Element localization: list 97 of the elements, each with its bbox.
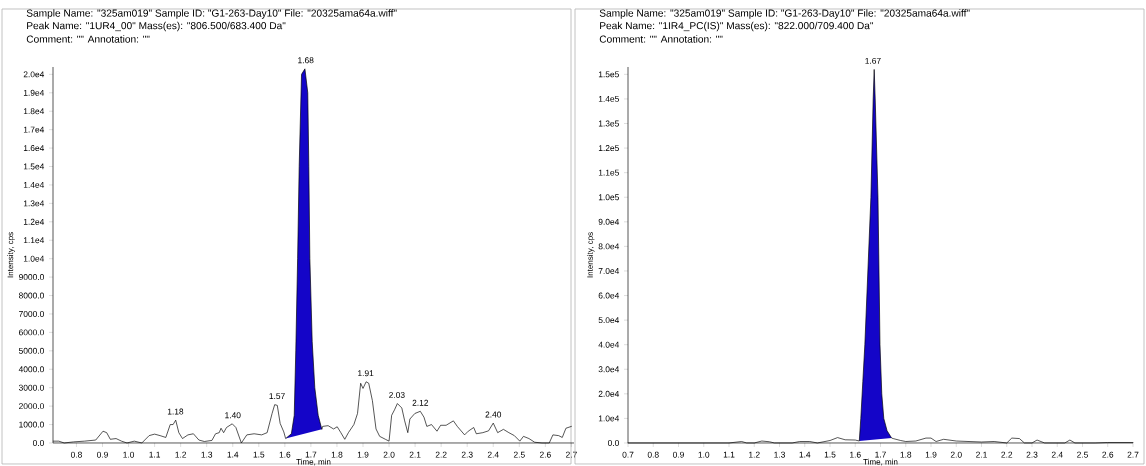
text: Comment: "" Annotation: "" bbox=[26, 35, 150, 43]
y-tick-label: 1.0e5 bbox=[598, 194, 619, 201]
x-tick-label: 1.3 bbox=[774, 451, 785, 458]
x-tick-label: 1.4 bbox=[799, 451, 811, 458]
y-tick-label: 1.0e4 bbox=[23, 255, 45, 262]
x-tick-label: 0.8 bbox=[70, 451, 82, 458]
annotation: 1.91 bbox=[358, 370, 374, 377]
y-tick-label: 6000.0 bbox=[19, 329, 44, 336]
x-tick-label: 1.5 bbox=[253, 451, 265, 458]
x-tick-label: 1.7 bbox=[305, 451, 317, 458]
y-tick-label: 1000.0 bbox=[19, 421, 44, 428]
y-tick-label: 1.1e5 bbox=[598, 169, 619, 176]
x-tick-label: 2.7 bbox=[1127, 451, 1139, 458]
x-tick-label: 2.1 bbox=[409, 451, 421, 458]
annotation: 1.67 bbox=[865, 57, 881, 64]
y-tick-label: 1.7e4 bbox=[23, 126, 45, 133]
y-tick-label: 1.3e4 bbox=[23, 200, 45, 207]
x-tick-label: 0.8 bbox=[647, 451, 659, 458]
y-tick-label: 2.0e4 bbox=[598, 390, 620, 397]
y-tick-label: 0.0 bbox=[32, 440, 44, 446]
x-tick-label: 0.9 bbox=[97, 451, 108, 458]
x-tick-label: 0.9 bbox=[673, 451, 684, 458]
x-tick-label: 2.4 bbox=[487, 451, 499, 458]
x-tick-label: 2.6 bbox=[539, 451, 551, 458]
y-tick-label: 3.0e4 bbox=[598, 366, 620, 373]
x-tick-label: 2.0 bbox=[383, 451, 395, 458]
y-axis-title: Intensity, cps bbox=[7, 232, 15, 278]
x-axis-title: Time, min bbox=[863, 458, 898, 466]
y-tick-label: 3000.0 bbox=[18, 384, 44, 391]
y-tick-label: 6.0e4 bbox=[598, 292, 620, 299]
y-tick-label: 4.0e4 bbox=[598, 341, 620, 348]
y-tick-label: 1.0e4 bbox=[598, 415, 620, 422]
y-tick-label: 1.5e4 bbox=[23, 163, 45, 170]
y-tick-label: 1.6e4 bbox=[23, 145, 45, 152]
x-axis-title: Time, min bbox=[296, 458, 331, 466]
x-tick-label: 2.2 bbox=[1001, 451, 1013, 458]
x-tick-label: 2.1 bbox=[976, 451, 987, 458]
y-tick-label: 1.4e5 bbox=[598, 96, 619, 102]
x-tick-label: 0.7 bbox=[622, 451, 634, 458]
x-tick-label: 2.5 bbox=[1077, 451, 1088, 458]
y-tick-label: 8000.0 bbox=[18, 292, 44, 299]
annotation: 2.40 bbox=[485, 411, 502, 418]
annotation: 2.03 bbox=[389, 391, 405, 398]
y-tick-label: 2000.0 bbox=[19, 403, 44, 410]
x-tick-label: 1.3 bbox=[201, 451, 213, 458]
annotation: 1.18 bbox=[167, 408, 184, 415]
x-tick-label: 1.0 bbox=[698, 451, 710, 458]
y-tick-label: 1.8e4 bbox=[23, 108, 45, 115]
chart-title: Sample Name: "325am019" Sample ID: "G1-263-Day10" File: "20325ama64a.wiff" bbox=[599, 9, 970, 19]
y-tick-label: 1.3e5 bbox=[598, 120, 619, 127]
x-tick-label: 1.7 bbox=[875, 451, 886, 458]
x-tick-label: 1.6 bbox=[279, 451, 291, 458]
y-tick-label: 5.0e4 bbox=[598, 317, 620, 324]
x-tick-label: 1.2 bbox=[175, 451, 187, 458]
x-tick-label: 1.9 bbox=[925, 451, 937, 458]
annotation: 2.12 bbox=[412, 399, 429, 406]
y-tick-label: 5000.0 bbox=[18, 347, 44, 354]
x-tick-label: 1.8 bbox=[331, 451, 343, 458]
x-tick-label: 1.9 bbox=[357, 451, 369, 458]
y-tick-label: 7000.0 bbox=[19, 310, 44, 317]
x-tick-label: 2.4 bbox=[1051, 451, 1063, 458]
x-tick-label: 1.8 bbox=[900, 451, 912, 458]
y-tick-label: 7.0e4 bbox=[598, 267, 620, 274]
x-tick-label: 2.2 bbox=[435, 451, 447, 458]
y-tick-label: 1.4e4 bbox=[23, 182, 45, 188]
chart-subtitle: Peak Name: "1UR4_00" Mass(es): "806.500/683.400 Da" bbox=[27, 21, 286, 32]
y-tick-label: 0.0 bbox=[607, 440, 619, 446]
annotation: 1.57 bbox=[269, 393, 285, 400]
chart-subtitle: Peak Name: "1IR4_PC(IS)" Mass(es): "822.000/709.400 Da" bbox=[600, 21, 874, 32]
x-tick-label: 1.1 bbox=[149, 451, 161, 458]
x-tick-label: 2.6 bbox=[1102, 451, 1114, 458]
y-tick-label: 1.9e4 bbox=[23, 89, 45, 96]
x-tick-label: 2.7 bbox=[565, 451, 577, 458]
x-tick-label: 2.3 bbox=[1026, 451, 1038, 458]
chart-title: Sample Name: "325am019" Sample ID: "G1-263-Day10" File: "20325ama64a.wiff" bbox=[26, 9, 397, 19]
y-tick-label: 8.0e4 bbox=[598, 243, 620, 250]
y-tick-label: 1.2e5 bbox=[598, 145, 619, 152]
annotation: 1.68 bbox=[298, 57, 314, 64]
y-tick-label: 9.0e4 bbox=[598, 218, 620, 225]
x-tick-label: 1.0 bbox=[123, 451, 135, 458]
x-tick-label: 1.2 bbox=[749, 451, 760, 458]
text: Comment: "" Annotation: "" bbox=[599, 35, 723, 43]
x-tick-label: 2.5 bbox=[513, 451, 525, 458]
x-tick-label: 1.1 bbox=[723, 451, 735, 458]
x-tick-label: 1.6 bbox=[850, 451, 861, 458]
y-axis-title: Intensity, cps bbox=[586, 232, 595, 278]
y-tick-label: 9000.0 bbox=[19, 274, 44, 281]
y-tick-label: 4000.0 bbox=[18, 366, 44, 373]
y-tick-label: 1.5e5 bbox=[598, 71, 619, 78]
annotation: 1.40 bbox=[225, 412, 241, 419]
x-tick-label: 1.5 bbox=[824, 451, 836, 458]
y-tick-label: 1.1e4 bbox=[23, 237, 45, 244]
y-tick-label: 2.0e4 bbox=[23, 71, 45, 78]
y-tick-label: 1.2e4 bbox=[23, 218, 45, 225]
x-tick-label: 1.4 bbox=[227, 451, 239, 458]
x-tick-label: 2.0 bbox=[950, 451, 962, 458]
x-tick-label: 2.3 bbox=[461, 451, 473, 458]
